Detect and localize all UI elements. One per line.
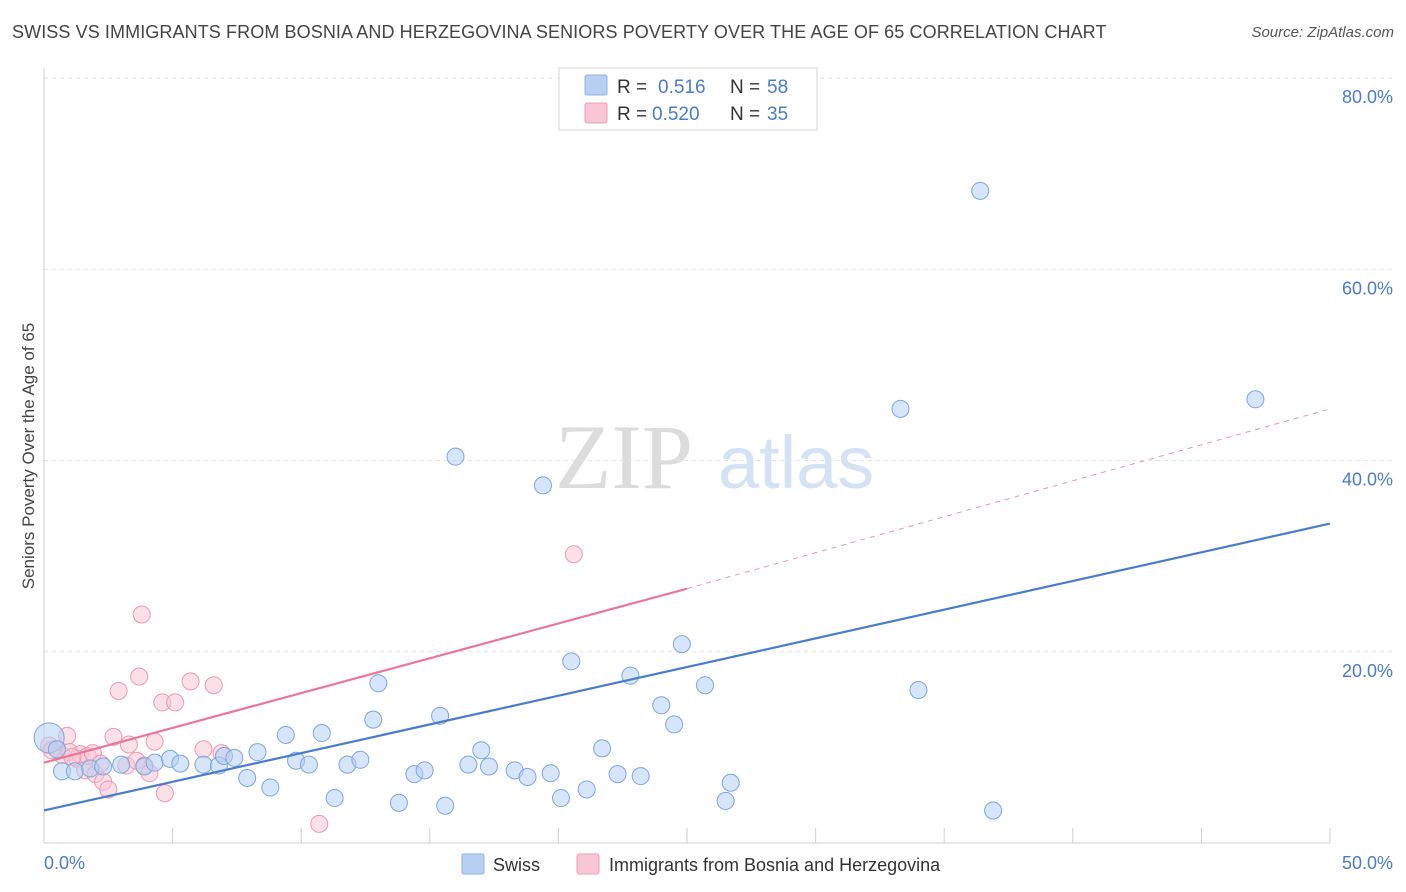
data-point-swiss xyxy=(389,793,408,812)
watermark-atlas: atlas xyxy=(718,421,874,504)
data-point-swiss xyxy=(652,696,671,715)
data-point-swiss xyxy=(518,768,537,787)
data-point-swiss xyxy=(194,755,213,774)
data-point-swiss xyxy=(299,755,318,774)
data-point-swiss xyxy=(984,801,1003,820)
data-point-swiss xyxy=(171,754,190,773)
data-point-bosnia xyxy=(99,780,118,799)
y-axis-label: Seniors Poverty Over the Age of 65 xyxy=(19,323,38,589)
data-point-swiss xyxy=(276,725,295,744)
y-tick-label: 20.0% xyxy=(1342,661,1393,681)
data-point-swiss xyxy=(47,740,66,759)
swiss-r-label: R = xyxy=(617,77,647,98)
y-tick-label: 40.0% xyxy=(1342,470,1393,490)
bosnia-r-value: 0.520 xyxy=(652,104,700,125)
data-point-swiss xyxy=(248,743,267,762)
data-point-swiss xyxy=(608,765,627,784)
data-point-bosnia xyxy=(564,545,583,564)
data-point-swiss xyxy=(94,757,113,776)
y-tick-label: 80.0% xyxy=(1342,87,1393,107)
data-point-swiss xyxy=(238,768,257,787)
data-point-swiss xyxy=(541,764,560,783)
data-point-swiss xyxy=(446,447,465,466)
data-point-swiss xyxy=(369,674,388,693)
data-point-swiss xyxy=(436,796,455,815)
data-point-bosnia xyxy=(181,672,200,691)
data-point-swiss xyxy=(696,676,715,695)
bosnia-n-label: N = xyxy=(730,104,760,125)
data-point-swiss xyxy=(351,750,370,769)
data-point-swiss xyxy=(472,741,491,760)
data-point-swiss xyxy=(225,748,244,767)
data-point-bosnia xyxy=(155,784,174,803)
data-point-swiss xyxy=(593,739,612,758)
data-point-swiss xyxy=(577,780,596,799)
data-point-bosnia xyxy=(130,667,149,686)
data-point-swiss xyxy=(479,757,498,776)
series-bosnia-points xyxy=(40,545,583,833)
watermark-zip: ZIP xyxy=(555,406,693,508)
bosnia-r-label: R = xyxy=(617,104,647,125)
data-point-swiss xyxy=(312,724,331,743)
data-point-swiss xyxy=(112,755,131,774)
trend-line-swiss xyxy=(43,522,1331,812)
data-point-swiss xyxy=(665,715,684,734)
bosnia-n-value: 35 xyxy=(767,104,788,125)
data-point-bosnia xyxy=(132,605,151,624)
legend-label-swiss: Swiss xyxy=(493,855,540,875)
data-point-swiss xyxy=(971,181,990,200)
trend-lines xyxy=(43,408,1331,812)
bosnia-legend-swatch xyxy=(584,102,608,124)
data-point-swiss xyxy=(65,762,84,781)
data-point-bosnia xyxy=(310,814,329,833)
x-tick-marks xyxy=(172,828,1331,843)
data-point-swiss xyxy=(716,791,735,810)
swiss-legend-swatch xyxy=(584,74,608,96)
source-label: Source: ZipAtlas.com xyxy=(1251,24,1394,41)
data-point-swiss xyxy=(459,755,478,774)
data-point-swiss xyxy=(533,476,552,495)
data-point-swiss xyxy=(672,635,691,654)
swiss-r-value: 0.516 xyxy=(658,77,706,98)
data-point-bosnia xyxy=(194,740,213,759)
data-point-bosnia xyxy=(204,676,223,695)
trend-line-bosnia xyxy=(43,587,688,764)
data-point-swiss xyxy=(551,789,570,808)
y-tick-labels: 20.0% 40.0% 60.0% 80.0% xyxy=(1342,87,1393,681)
stats-legend: R = 0.516 N = 58 R = 0.520 N = 35 xyxy=(558,67,818,131)
data-point-swiss xyxy=(145,753,164,772)
y-tick-label: 60.0% xyxy=(1342,278,1393,298)
data-point-swiss xyxy=(261,778,280,797)
data-point-bosnia xyxy=(104,727,123,746)
data-point-swiss xyxy=(364,710,383,729)
series-swiss-points xyxy=(33,181,1265,820)
data-point-swiss xyxy=(562,652,581,671)
swiss-n-value: 58 xyxy=(767,77,788,98)
trend-line-bosnia-extrapolated xyxy=(686,408,1331,590)
data-point-swiss xyxy=(909,681,928,699)
data-point-swiss xyxy=(721,773,740,792)
data-point-bosnia xyxy=(166,693,185,712)
legend-swatch-swiss xyxy=(461,853,485,875)
legend-label-bosnia: Immigrants from Bosnia and Herzegovina xyxy=(609,855,941,875)
data-point-swiss xyxy=(631,767,650,786)
data-point-swiss xyxy=(325,789,344,808)
x-tick-label-min: 0.0% xyxy=(44,853,85,873)
data-point-swiss xyxy=(1246,390,1265,409)
chart-title: SWISS VS IMMIGRANTS FROM BOSNIA AND HERZ… xyxy=(12,22,1107,42)
data-point-bosnia xyxy=(145,732,164,751)
x-tick-label-max: 50.0% xyxy=(1342,853,1393,873)
data-point-swiss xyxy=(891,399,910,418)
gridlines xyxy=(44,77,1393,653)
data-point-bosnia xyxy=(109,681,128,700)
series-legend: Swiss Immigrants from Bosnia and Herzego… xyxy=(461,853,941,875)
legend-swatch-bosnia xyxy=(576,853,600,875)
swiss-n-label: N = xyxy=(730,77,760,98)
data-point-swiss xyxy=(415,761,434,780)
